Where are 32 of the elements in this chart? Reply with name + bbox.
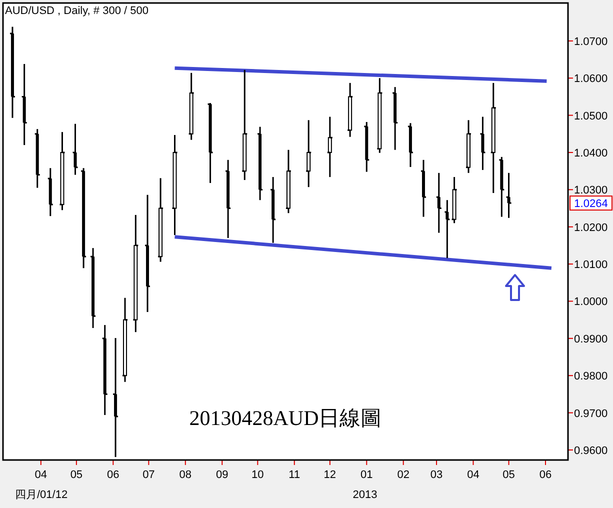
x-tick-label: 11 — [288, 469, 300, 481]
x-tick-label: 04 — [34, 469, 48, 481]
y-tick-label: 1.0400 — [574, 147, 608, 160]
chart-title: AUD/USD , Daily, # 300 / 500 — [5, 5, 148, 17]
y-tick-label: 1.0500 — [574, 110, 608, 122]
y-tick-label: 1.0300 — [574, 184, 608, 197]
y-tick-label: 0.9900 — [574, 333, 608, 346]
x-tick-label: 09 — [216, 469, 228, 481]
x-tick-label: 05 — [502, 469, 515, 481]
y-tick-label: 1.0600 — [574, 73, 608, 86]
annotation: 四月/01/12 — [15, 489, 68, 501]
x-tick-label: 06 — [107, 469, 120, 481]
y-tick-label: 0.9700 — [574, 408, 608, 420]
x-tick-label: 07 — [142, 469, 155, 481]
x-tick-label: 10 — [252, 469, 264, 481]
annotation: 20130428AUD日線圖 — [189, 406, 382, 430]
x-tick-label: 03 — [430, 469, 443, 481]
annotation: 2013 — [352, 489, 378, 501]
annotation: 1.0264 — [570, 196, 612, 211]
x-tick-label: 12 — [324, 469, 336, 481]
y-tick-label: 1.0100 — [574, 259, 608, 272]
x-tick-label: 08 — [179, 469, 192, 481]
y-tick-label: 1.0200 — [574, 222, 608, 234]
y-tick-label: 1.0700 — [574, 36, 608, 48]
x-tick-label: 01 — [360, 469, 373, 481]
y-tick-label: 1.0000 — [574, 296, 608, 308]
x-tick-label: 02 — [397, 469, 410, 481]
x-tick-label: 04 — [467, 469, 480, 481]
x-tick-label: 06 — [539, 469, 552, 481]
y-tick-label: 0.9600 — [574, 444, 608, 457]
y-tick-label: 0.9800 — [574, 370, 608, 383]
x-tick-label: 05 — [70, 469, 83, 481]
